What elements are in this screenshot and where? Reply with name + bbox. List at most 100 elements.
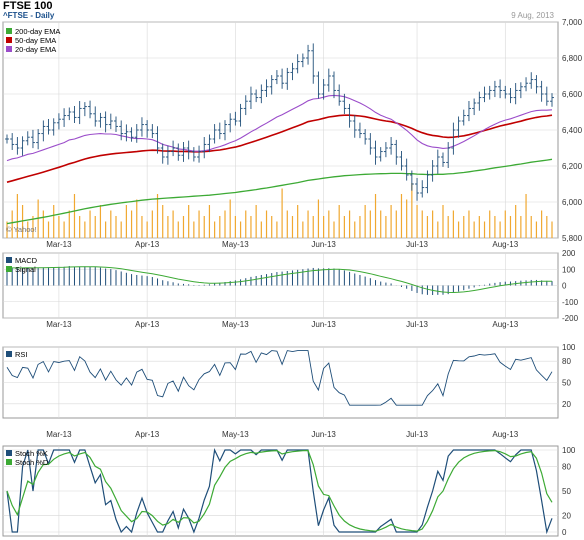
- x-tick-label: Apr-13: [135, 320, 160, 329]
- volume-bar: [432, 210, 434, 238]
- chart-date: 9 Aug, 2013: [511, 11, 554, 20]
- volume-bar: [489, 210, 491, 238]
- legend-entry: 20-day EMA: [15, 45, 56, 54]
- volume-bar: [525, 194, 527, 238]
- y-tick-label: -100: [562, 298, 579, 307]
- volume-bar: [32, 216, 34, 238]
- volume-bar: [141, 216, 143, 238]
- y-tick-label: 7,000: [562, 18, 583, 27]
- x-tick-label: Jun-13: [311, 240, 336, 249]
- volume-bar: [16, 194, 18, 238]
- volume-bar: [463, 216, 465, 238]
- volume-bar: [42, 210, 44, 238]
- volume-bar: [541, 210, 543, 238]
- volume-bar: [286, 210, 288, 238]
- volume-bar: [94, 216, 96, 238]
- legend-entry: Stoch %D: [15, 458, 49, 467]
- volume-bar: [110, 210, 112, 238]
- volume-bar: [473, 221, 475, 238]
- legend-entry: MACD: [15, 256, 38, 265]
- volume-bar: [333, 221, 335, 238]
- chart-subtitle: ^FTSE - Daily: [3, 11, 55, 20]
- volume-bar: [125, 205, 127, 238]
- volume-bar: [312, 216, 314, 238]
- volume-bar: [364, 205, 366, 238]
- volume-bar: [421, 210, 423, 238]
- volume-bar: [343, 216, 345, 238]
- x-tick-label: Mar-13: [46, 240, 72, 249]
- ema50-line: [6, 114, 553, 183]
- volume-bar: [400, 194, 403, 238]
- volume-bar: [208, 205, 211, 238]
- legend-swatch: [6, 37, 12, 43]
- volume-bar: [390, 205, 392, 238]
- volume-bar: [130, 210, 133, 238]
- stoch-k-line: [6, 447, 553, 535]
- y-tick-label: 6,600: [562, 90, 583, 99]
- y-tick-label: -200: [562, 314, 579, 323]
- volume-bar: [416, 205, 418, 238]
- volume-bar: [437, 221, 439, 238]
- volume-bar: [452, 210, 454, 238]
- volume-bar: [483, 221, 486, 238]
- chart-title: FTSE 100: [3, 0, 53, 12]
- volume-bar: [447, 216, 449, 238]
- rsi-line: [6, 350, 553, 406]
- legend-swatch: [6, 28, 12, 34]
- volume-bar: [58, 216, 60, 238]
- volume-bar: [47, 221, 50, 238]
- volume-bar: [146, 221, 148, 238]
- volume-bar: [234, 216, 236, 238]
- legend-entry: RSI: [15, 350, 28, 359]
- volume-bar: [535, 221, 538, 238]
- volume-bar: [276, 221, 278, 238]
- legend-entry: Stoch %K: [15, 449, 48, 458]
- legend-swatch: [6, 351, 12, 357]
- volume-bar: [214, 221, 216, 238]
- ema200-line: [6, 158, 553, 225]
- volume-bar: [348, 210, 351, 238]
- y-tick-label: 200: [562, 249, 576, 258]
- volume-bar: [515, 205, 517, 238]
- volume-bar: [156, 194, 159, 238]
- volume-bar: [504, 210, 506, 238]
- legend-swatch: [6, 459, 12, 465]
- y-tick-label: 50: [562, 379, 571, 388]
- volume-bar: [79, 216, 81, 238]
- y-tick-label: 80: [562, 462, 571, 471]
- volume-bar: [198, 210, 200, 238]
- volume-bar: [338, 205, 340, 238]
- x-tick-label: Aug-13: [492, 240, 518, 249]
- x-tick-label: Mar-13: [46, 320, 72, 329]
- volume-bar: [73, 194, 76, 238]
- x-tick-label: Aug-13: [492, 320, 518, 329]
- volume-bar: [328, 210, 330, 238]
- volume-bar: [457, 221, 460, 238]
- volume-bar: [99, 205, 102, 238]
- x-tick-label: May-13: [222, 430, 249, 439]
- stoch-d-line: [6, 449, 553, 532]
- y-tick-label: 6,000: [562, 198, 583, 207]
- x-tick-label: Apr-13: [135, 240, 160, 249]
- volume-bar: [354, 221, 356, 238]
- volume-bar: [468, 210, 470, 238]
- x-tick-label: Mar-13: [46, 430, 72, 439]
- volume-bar: [374, 194, 377, 238]
- volume-bar: [520, 216, 522, 238]
- volume-bar: [442, 205, 444, 238]
- volume-bar: [27, 221, 29, 238]
- legend-swatch: [6, 450, 12, 456]
- legend-swatch: [6, 257, 12, 263]
- volume-bar: [369, 210, 371, 238]
- y-tick-label: 0: [562, 282, 567, 291]
- volume-bar: [172, 210, 174, 238]
- x-tick-label: Aug-13: [492, 430, 518, 439]
- legend-entry: Signal: [15, 265, 36, 274]
- volume-bar: [136, 199, 138, 238]
- volume-bar: [182, 216, 185, 238]
- x-tick-label: May-13: [222, 320, 249, 329]
- signal-line: [7, 266, 552, 294]
- y-tick-label: 0: [562, 528, 567, 537]
- volume-bar: [406, 199, 408, 238]
